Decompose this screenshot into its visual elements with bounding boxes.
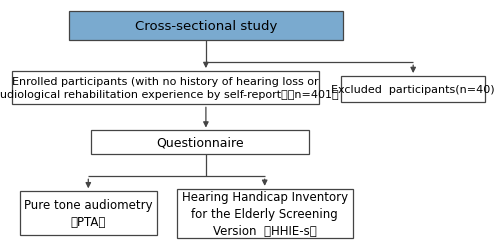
Text: Cross-sectional study: Cross-sectional study <box>134 20 277 33</box>
FancyBboxPatch shape <box>20 192 157 235</box>
FancyBboxPatch shape <box>91 131 309 154</box>
FancyBboxPatch shape <box>68 12 343 41</box>
Text: Hearing Handicap Inventory
for the Elderly Screening
Version  （HHIE-s）: Hearing Handicap Inventory for the Elder… <box>182 190 348 237</box>
Text: Pure tone audiometry
（PTA）: Pure tone audiometry （PTA） <box>24 198 152 228</box>
Text: Questionnaire: Questionnaire <box>156 136 244 149</box>
FancyBboxPatch shape <box>12 72 318 105</box>
Text: Enrolled participants (with no history of hearing loss or
audiological rehabilit: Enrolled participants (with no history o… <box>0 77 338 100</box>
FancyBboxPatch shape <box>176 189 353 238</box>
Text: Excluded  participants(n=40): Excluded participants(n=40) <box>331 85 494 94</box>
FancyBboxPatch shape <box>340 77 485 103</box>
